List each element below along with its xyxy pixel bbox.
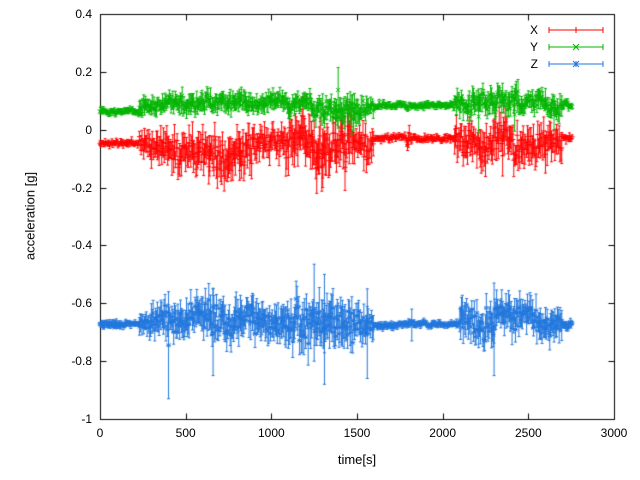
legend-label: Z [530,57,538,71]
y-axis-title: acceleration [g] [22,171,38,261]
y-tick-label: 0.4 [75,7,92,21]
legend-entry: Y [530,40,604,54]
legend-marker-plus-icon [548,27,604,33]
legend-marker-star-icon [548,60,604,68]
x-tick-label: 2500 [514,426,542,440]
y-tick-label: -1 [81,412,92,426]
legend-label: Y [529,40,538,54]
x-axis-title: time[s] [337,452,377,467]
legend-marker-cross-icon [548,43,604,51]
y-tick-label: -0.4 [71,238,92,253]
x-tick-label: 500 [175,426,196,440]
x-tick-label: 2000 [429,426,456,440]
y-tick-label: 0 [85,122,92,137]
y-tick-label: -0.6 [71,296,92,311]
x-tick-label: 1000 [257,426,285,440]
legend-label: X [529,23,538,37]
y-tick-label: -0.2 [71,180,92,195]
y-tick-label: 0.2 [75,64,92,79]
y-tick-label: -0.8 [71,354,92,369]
x-tick-label: 0 [96,426,104,440]
x-tick-label: 1500 [343,426,371,440]
legend-entry: X [530,23,604,37]
legend-entry: Z [530,57,604,71]
x-tick-label: 3000 [600,426,628,440]
